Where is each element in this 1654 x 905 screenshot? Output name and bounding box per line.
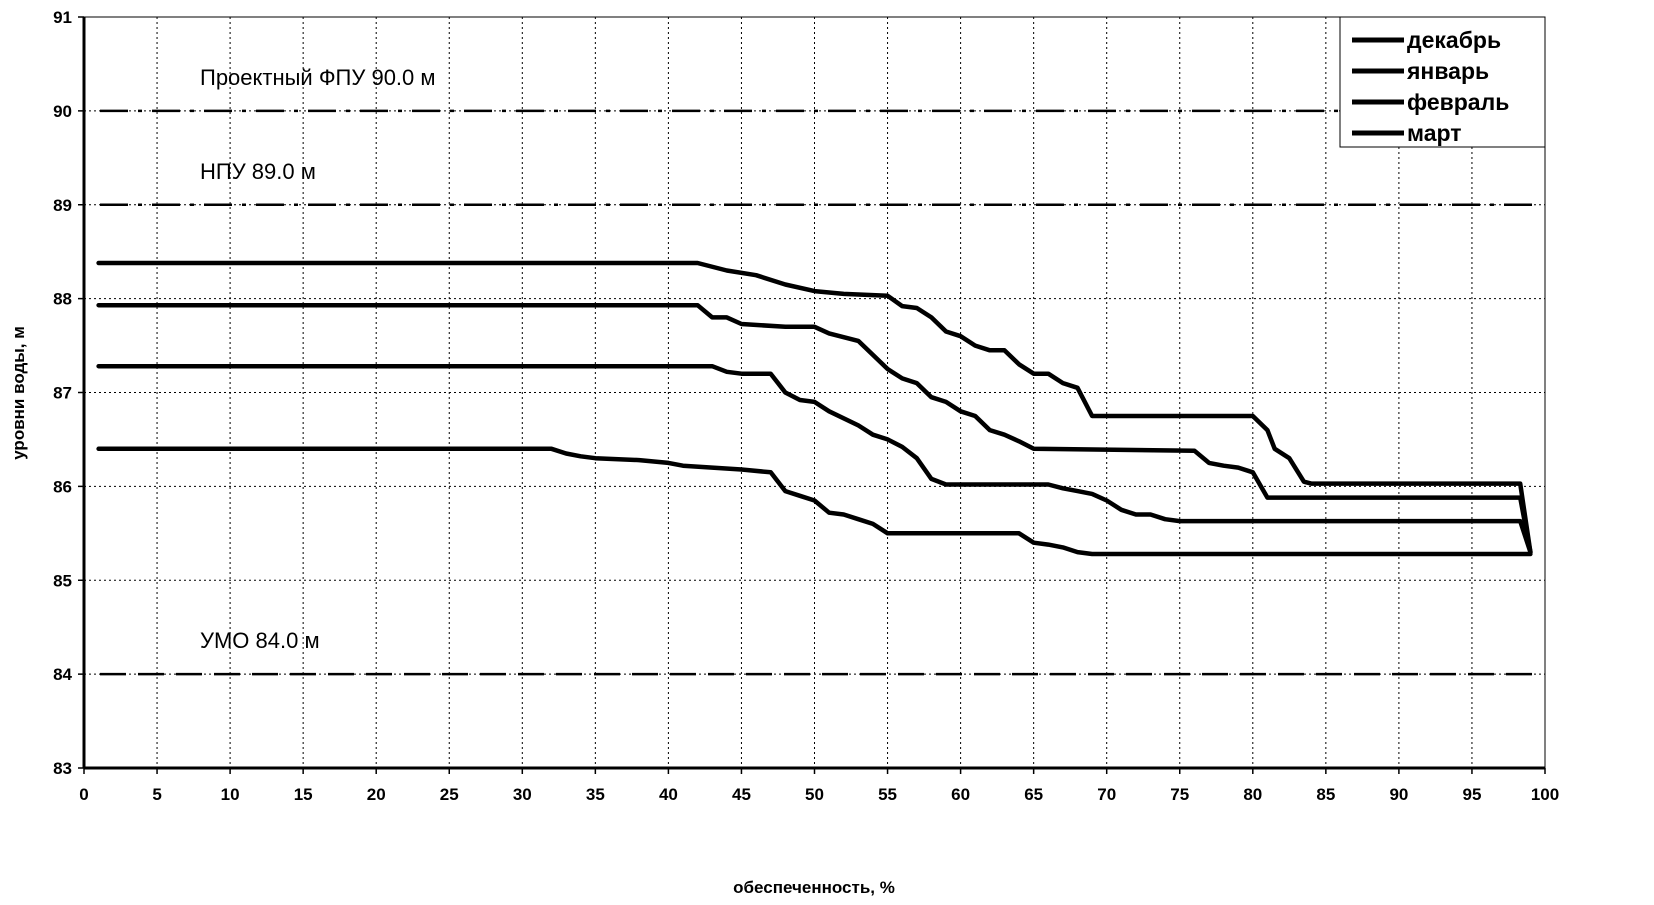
- legend-entry: январь: [1406, 58, 1489, 84]
- x-tick-label: 95: [1462, 785, 1481, 804]
- legend-entry: февраль: [1407, 89, 1509, 115]
- reference-line-label: УМО 84.0 м: [200, 628, 320, 653]
- y-tick-label: 89: [53, 196, 72, 215]
- legend-entry: март: [1407, 120, 1462, 146]
- y-tick-label: 83: [53, 759, 72, 778]
- legend: декабрь январь февраль март: [1339, 16, 1546, 148]
- y-tick-label: 86: [53, 477, 72, 496]
- x-tick-label: 85: [1316, 785, 1335, 804]
- series-lines: [96, 260, 1533, 557]
- x-tick-label: 35: [586, 785, 605, 804]
- x-tick-label: 0: [79, 785, 88, 804]
- series-line-3: [96, 363, 1533, 555]
- y-tick-label: 88: [53, 290, 72, 309]
- x-tick-label: 70: [1097, 785, 1116, 804]
- x-tick-label: 50: [805, 785, 824, 804]
- y-tick-labels: 83 84 85 86 87 88 89 90 91: [53, 8, 72, 778]
- y-tick-label: 87: [53, 384, 72, 403]
- x-tick-label: 15: [294, 785, 313, 804]
- y-tick-label: 85: [53, 571, 72, 590]
- y-tick-label: 90: [53, 102, 72, 121]
- y-axis-title: уровни воды, м: [9, 326, 28, 460]
- x-tick-label: 10: [221, 785, 240, 804]
- x-tick-label: 60: [951, 785, 970, 804]
- x-tick-label: 5: [152, 785, 161, 804]
- x-tick-label: 55: [878, 785, 897, 804]
- y-tick-label: 91: [53, 8, 72, 27]
- x-tick-labels: 0 5 10 15 20 25 30 35 40 45 50 55 60 65 70 75 80 85 90 95 10…: [79, 785, 1559, 804]
- x-tick-label: 40: [659, 785, 678, 804]
- series-line-1: [96, 260, 1533, 555]
- reference-line-label: Проектный ФПУ 90.0 м: [200, 65, 436, 90]
- x-tick-label: 20: [367, 785, 386, 804]
- legend-entry: декабрь: [1407, 27, 1501, 53]
- x-tick-label: 90: [1389, 785, 1408, 804]
- series-line-2: [96, 302, 1533, 555]
- reference-lines: Проектный ФПУ 90.0 м НПУ 89.0 м УМО 84.0 м: [100, 65, 1541, 676]
- x-tick-label: 30: [513, 785, 532, 804]
- x-tick-label: 45: [732, 785, 751, 804]
- x-tick-label: 65: [1024, 785, 1043, 804]
- series-line-4: [96, 446, 1533, 557]
- x-tick-label: 75: [1170, 785, 1189, 804]
- x-tick-label: 100: [1531, 785, 1559, 804]
- reference-line-label: НПУ 89.0 м: [200, 159, 316, 184]
- x-axis-title: обеспеченность, %: [733, 878, 895, 897]
- y-tick-label: 84: [53, 665, 72, 684]
- axes: [82, 16, 1546, 770]
- x-tick-label: 25: [440, 785, 459, 804]
- x-tick-label: 80: [1243, 785, 1262, 804]
